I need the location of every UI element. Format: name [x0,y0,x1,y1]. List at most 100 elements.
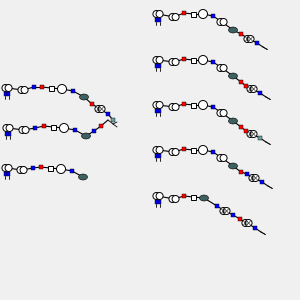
Circle shape [18,86,25,94]
Bar [33,126,37,130]
Ellipse shape [229,27,238,33]
Bar [158,154,161,158]
Bar [244,84,248,88]
Circle shape [22,127,29,134]
Circle shape [252,175,259,182]
Circle shape [3,124,10,131]
Bar [92,129,96,133]
Circle shape [153,56,160,64]
Ellipse shape [229,163,238,169]
Circle shape [217,154,224,161]
Circle shape [169,148,176,155]
Bar [7,92,10,96]
Circle shape [172,14,179,20]
Bar [99,124,103,128]
Bar [190,103,196,107]
Bar [215,204,219,208]
Bar [73,128,77,132]
Circle shape [6,124,13,131]
Bar [158,18,161,22]
Bar [182,102,186,106]
Circle shape [247,35,254,43]
Circle shape [172,58,179,65]
Bar [8,132,11,136]
Circle shape [217,64,224,71]
Bar [182,11,186,15]
Bar [182,194,186,198]
Circle shape [5,164,12,172]
Circle shape [247,85,254,92]
Bar [244,129,248,133]
Bar [190,194,196,200]
Bar [47,166,52,170]
Circle shape [19,127,26,134]
Bar [31,166,35,170]
Circle shape [244,35,251,43]
Bar [4,92,7,96]
Circle shape [223,208,230,214]
Bar [258,91,262,95]
Bar [239,32,243,36]
Bar [239,170,243,174]
Circle shape [153,11,160,17]
Ellipse shape [229,118,238,124]
Bar [70,169,74,173]
Bar [239,125,243,129]
Circle shape [17,167,24,173]
Circle shape [153,101,160,109]
Bar [49,85,53,91]
Bar [255,41,259,45]
Bar [190,11,196,16]
Circle shape [169,103,176,110]
Circle shape [172,103,179,110]
Bar [155,200,158,204]
Bar [155,109,158,113]
Circle shape [247,130,254,137]
Bar [190,58,196,62]
Circle shape [172,148,179,155]
Circle shape [199,56,208,64]
Bar [158,200,161,204]
Circle shape [250,85,257,92]
Bar [253,226,257,230]
Bar [182,147,186,151]
Circle shape [153,193,160,200]
Bar [258,136,262,140]
Bar [245,172,249,176]
Circle shape [220,64,227,71]
Bar [111,118,115,122]
Circle shape [56,164,65,173]
Circle shape [172,196,179,202]
Bar [155,64,158,68]
Circle shape [250,130,257,137]
Circle shape [199,100,208,109]
Circle shape [153,146,160,154]
Circle shape [242,220,249,226]
Circle shape [156,101,163,109]
Circle shape [156,146,163,154]
Bar [260,180,264,184]
Circle shape [5,85,12,92]
Bar [238,217,242,221]
Circle shape [220,19,227,26]
Circle shape [217,19,224,26]
Circle shape [249,175,256,182]
Circle shape [98,106,105,112]
Circle shape [245,220,252,226]
Circle shape [95,106,102,112]
Circle shape [169,196,176,202]
Circle shape [220,110,227,116]
Bar [7,172,10,176]
Bar [211,14,215,18]
Bar [211,150,215,154]
Circle shape [169,58,176,65]
Circle shape [59,124,68,133]
Circle shape [156,11,163,17]
Bar [106,112,110,116]
Circle shape [220,154,227,161]
Bar [4,172,7,176]
Circle shape [21,86,28,94]
Ellipse shape [82,133,91,139]
Circle shape [156,56,163,64]
Ellipse shape [229,73,238,79]
